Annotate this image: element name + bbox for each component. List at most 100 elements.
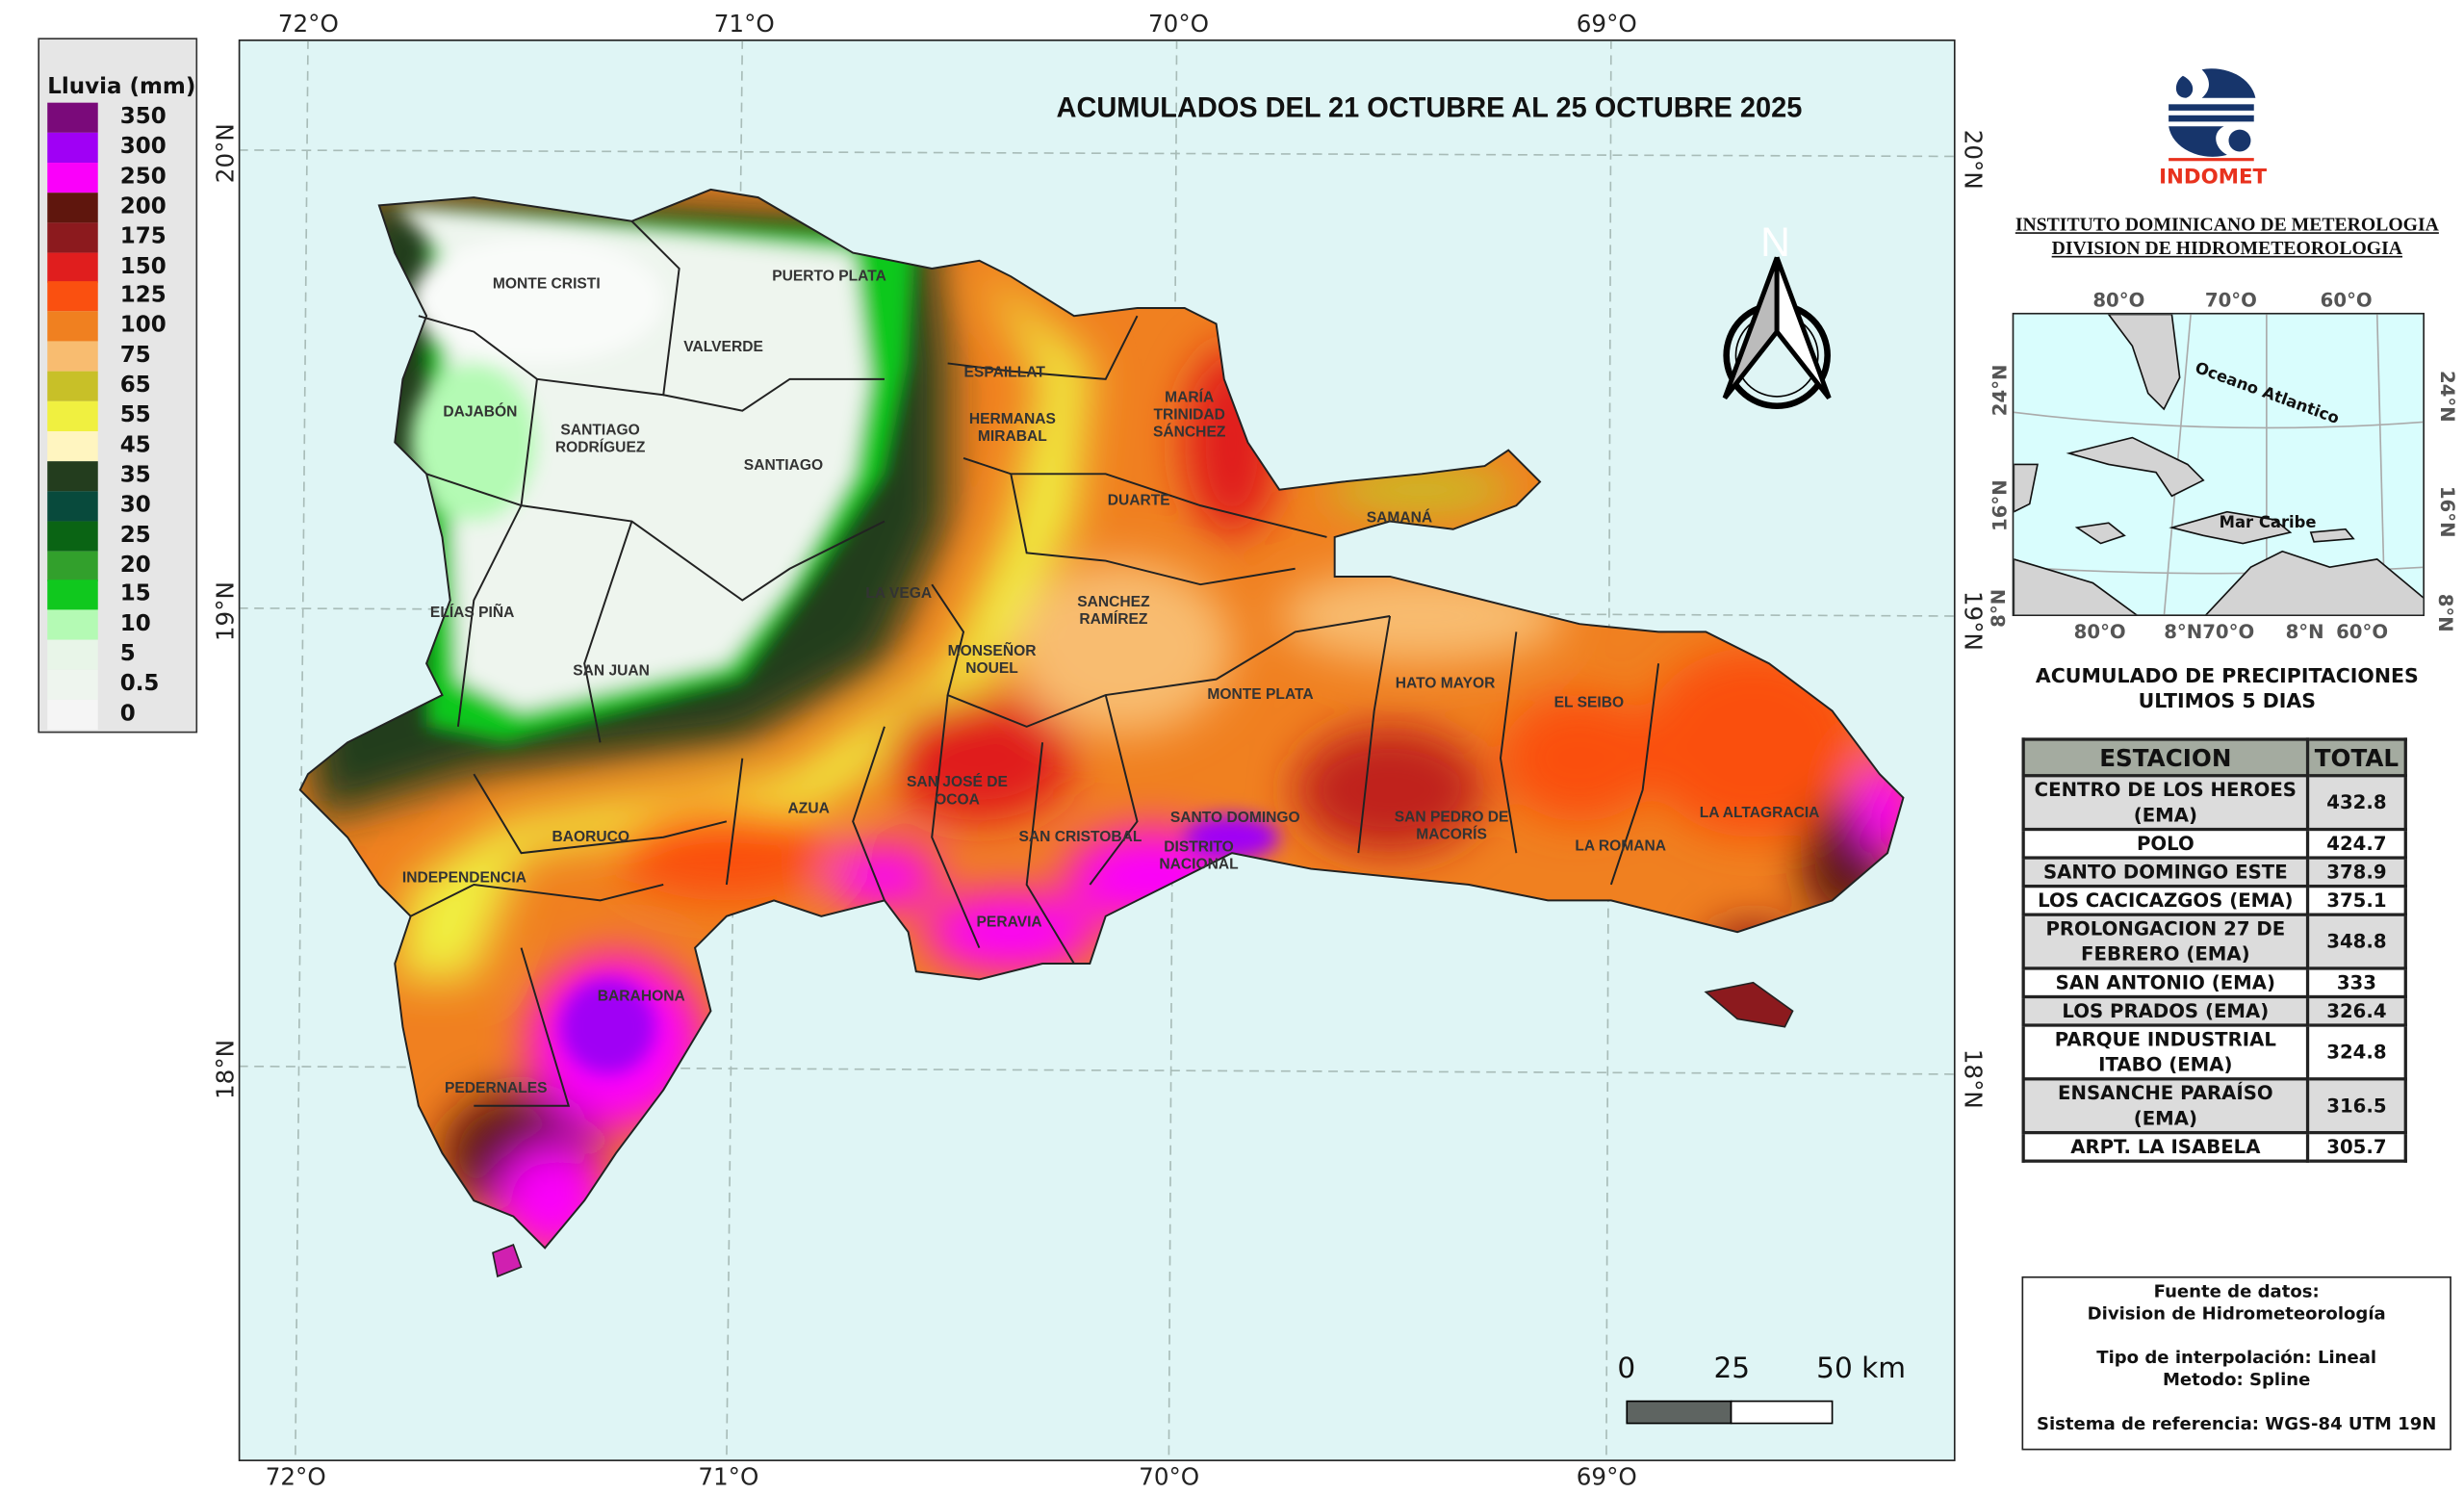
station-name: SAN ANTONIO (EMA)	[2021, 966, 2310, 999]
legend-item: 35	[47, 460, 190, 492]
metadata-box: Fuente de datos: Division de Hidrometeor…	[2021, 1275, 2451, 1451]
legend-swatch	[47, 699, 98, 731]
station-total: 432.8	[2305, 774, 2407, 832]
lon-label-top: 71°O	[713, 9, 775, 39]
institution-header: INSTITUTO DOMINICANO DE METEROLOGIA DIVI…	[1990, 214, 2464, 261]
legend-label: 25	[119, 522, 151, 548]
station-total: 348.8	[2305, 913, 2407, 970]
province-label: DISTRITO NACIONAL	[1159, 838, 1239, 874]
inset-lon-label: 80°O	[2073, 620, 2126, 643]
legend-item: 175	[47, 221, 190, 252]
inset-lon-label: 8°N70°O	[2164, 620, 2255, 643]
station-name: LOS CACICAZGOS (EMA)	[2021, 884, 2310, 916]
station-name: PARQUE INDUSTRIAL ITABO (EMA)	[2021, 1023, 2310, 1081]
legend-label: 200	[119, 193, 167, 219]
legend-label: 300	[119, 134, 167, 160]
legend-swatch	[47, 400, 98, 432]
province-label: MONTE PLATA	[1207, 686, 1314, 705]
table-title-line: ACUMULADO DE PRECIPITACIONES	[2035, 663, 2419, 687]
table-row: PROLONGACION 27 DE FEBRERO (EMA) 348.8	[2021, 913, 2407, 970]
legend: Lluvia (mm) 350 300 250 200 175 150 125 100 75 65…	[38, 38, 198, 734]
scale-label: 0	[1617, 1352, 1636, 1386]
legend-swatch	[47, 162, 98, 193]
legend-item: 0.5	[47, 669, 190, 701]
province-label: DUARTE	[1107, 492, 1170, 510]
station-name: POLO	[2021, 827, 2310, 860]
station-name: LOS PRADOS (EMA)	[2021, 994, 2310, 1027]
legend-swatch	[47, 341, 98, 372]
legend-swatch	[47, 490, 98, 522]
lon-label-top: 70°O	[1148, 9, 1210, 39]
station-total: 424.7	[2305, 827, 2407, 860]
legend-label: 150	[119, 253, 167, 279]
province-label: SANTO DOMINGO	[1169, 810, 1300, 828]
legend-item: 350	[47, 102, 190, 133]
lat-label-right: 19°N	[1958, 590, 1988, 651]
legend-label: 75	[119, 343, 151, 369]
lon-label-bottom: 70°O	[1139, 1462, 1200, 1492]
inset-lat-label: 24°N	[1989, 364, 2012, 417]
lon-label-bottom: 71°O	[698, 1462, 759, 1492]
legend-label: 0	[119, 701, 136, 727]
legend-label: 125	[119, 283, 167, 309]
legend-swatch	[47, 102, 98, 133]
legend-label: 65	[119, 373, 151, 399]
legend-item: 25	[47, 520, 190, 552]
province-label: BAORUCO	[552, 828, 630, 846]
north-label: N	[1759, 219, 1789, 265]
table-row: POLO 424.7	[2021, 827, 2407, 860]
inset-lon-label: 70°O	[2204, 289, 2257, 312]
legend-item: 45	[47, 430, 190, 462]
station-total: 316.5	[2305, 1077, 2407, 1135]
province-label: SAMANÁ	[1366, 509, 1433, 528]
inset-lat-label: 8°N	[1987, 588, 2010, 628]
legend-swatch	[47, 221, 98, 252]
province-label: SANCHEZ RAMÍREZ	[1077, 594, 1150, 630]
isla-saona	[1703, 981, 1793, 1027]
table-title-line: ULTIMOS 5 DIAS	[2138, 688, 2317, 713]
indomet-wordmark: INDOMET	[2159, 166, 2268, 190]
province-label: DAJABÓN	[443, 403, 518, 422]
scale-bar	[1625, 1399, 1833, 1424]
province-label: INDEPENDENCIA	[401, 869, 527, 888]
institution-name: INSTITUTO DOMINICANO DE METEROLOGIA	[2015, 213, 2439, 236]
legend-item: 300	[47, 132, 190, 163]
table-row: ENSANCHE PARAÍSO (EMA) 316.5	[2021, 1077, 2407, 1135]
legend-item: 15	[47, 580, 190, 611]
inset-lat-label: 24°N	[2436, 371, 2459, 423]
reference-system: Sistema de referencia: WGS-84 UTM 19N	[2036, 1413, 2437, 1435]
inset-lon-label: 8°N	[2285, 620, 2324, 643]
map-title: ACUMULADOS DEL 21 OCTUBRE AL 25 OCTUBRE …	[1056, 91, 1803, 124]
province-label: SAN JOSÉ DE OCOA	[907, 774, 1008, 810]
legend-swatch	[47, 311, 98, 342]
station-name: SANTO DOMINGO ESTE	[2021, 856, 2310, 889]
station-name: PROLONGACION 27 DE FEBRERO (EMA)	[2021, 913, 2310, 970]
province-label: MARÍA TRINIDAD SÁNCHEZ	[1153, 389, 1226, 442]
province-boundaries	[297, 188, 1904, 1249]
legend-item: 10	[47, 609, 190, 641]
table-row: SAN ANTONIO (EMA) 333	[2021, 966, 2407, 999]
lat-label-left: 20°N	[211, 123, 241, 184]
legend-label: 15	[119, 581, 151, 607]
station-total: 305.7	[2305, 1130, 2407, 1163]
legend-swatch	[47, 639, 98, 671]
lat-label-right: 18°N	[1958, 1048, 1988, 1109]
province-label: MONTE CRISTI	[492, 275, 601, 294]
legend-swatch	[47, 281, 98, 312]
legend-label: 250	[119, 164, 167, 190]
province-label: VALVERDE	[683, 339, 763, 357]
province-label: SANTIAGO RODRÍGUEZ	[554, 422, 646, 457]
lon-label-top: 69°O	[1576, 9, 1637, 39]
legend-swatch	[47, 251, 98, 282]
table-row: PARQUE INDUSTRIAL ITABO (EMA) 324.8	[2021, 1023, 2407, 1081]
legend-item: 0	[47, 699, 190, 731]
legend-item: 125	[47, 281, 190, 312]
lon-label-bottom: 72°O	[265, 1462, 326, 1492]
province-label: MONSEÑOR NOUEL	[947, 642, 1037, 679]
col-header-station: ESTACION	[2021, 737, 2310, 778]
province-label: LA ROMANA	[1575, 837, 1667, 856]
legend-item: 250	[47, 162, 190, 193]
lat-label-right: 20°N	[1958, 129, 1988, 190]
inset-lat-label: 16°N	[1989, 479, 2012, 532]
